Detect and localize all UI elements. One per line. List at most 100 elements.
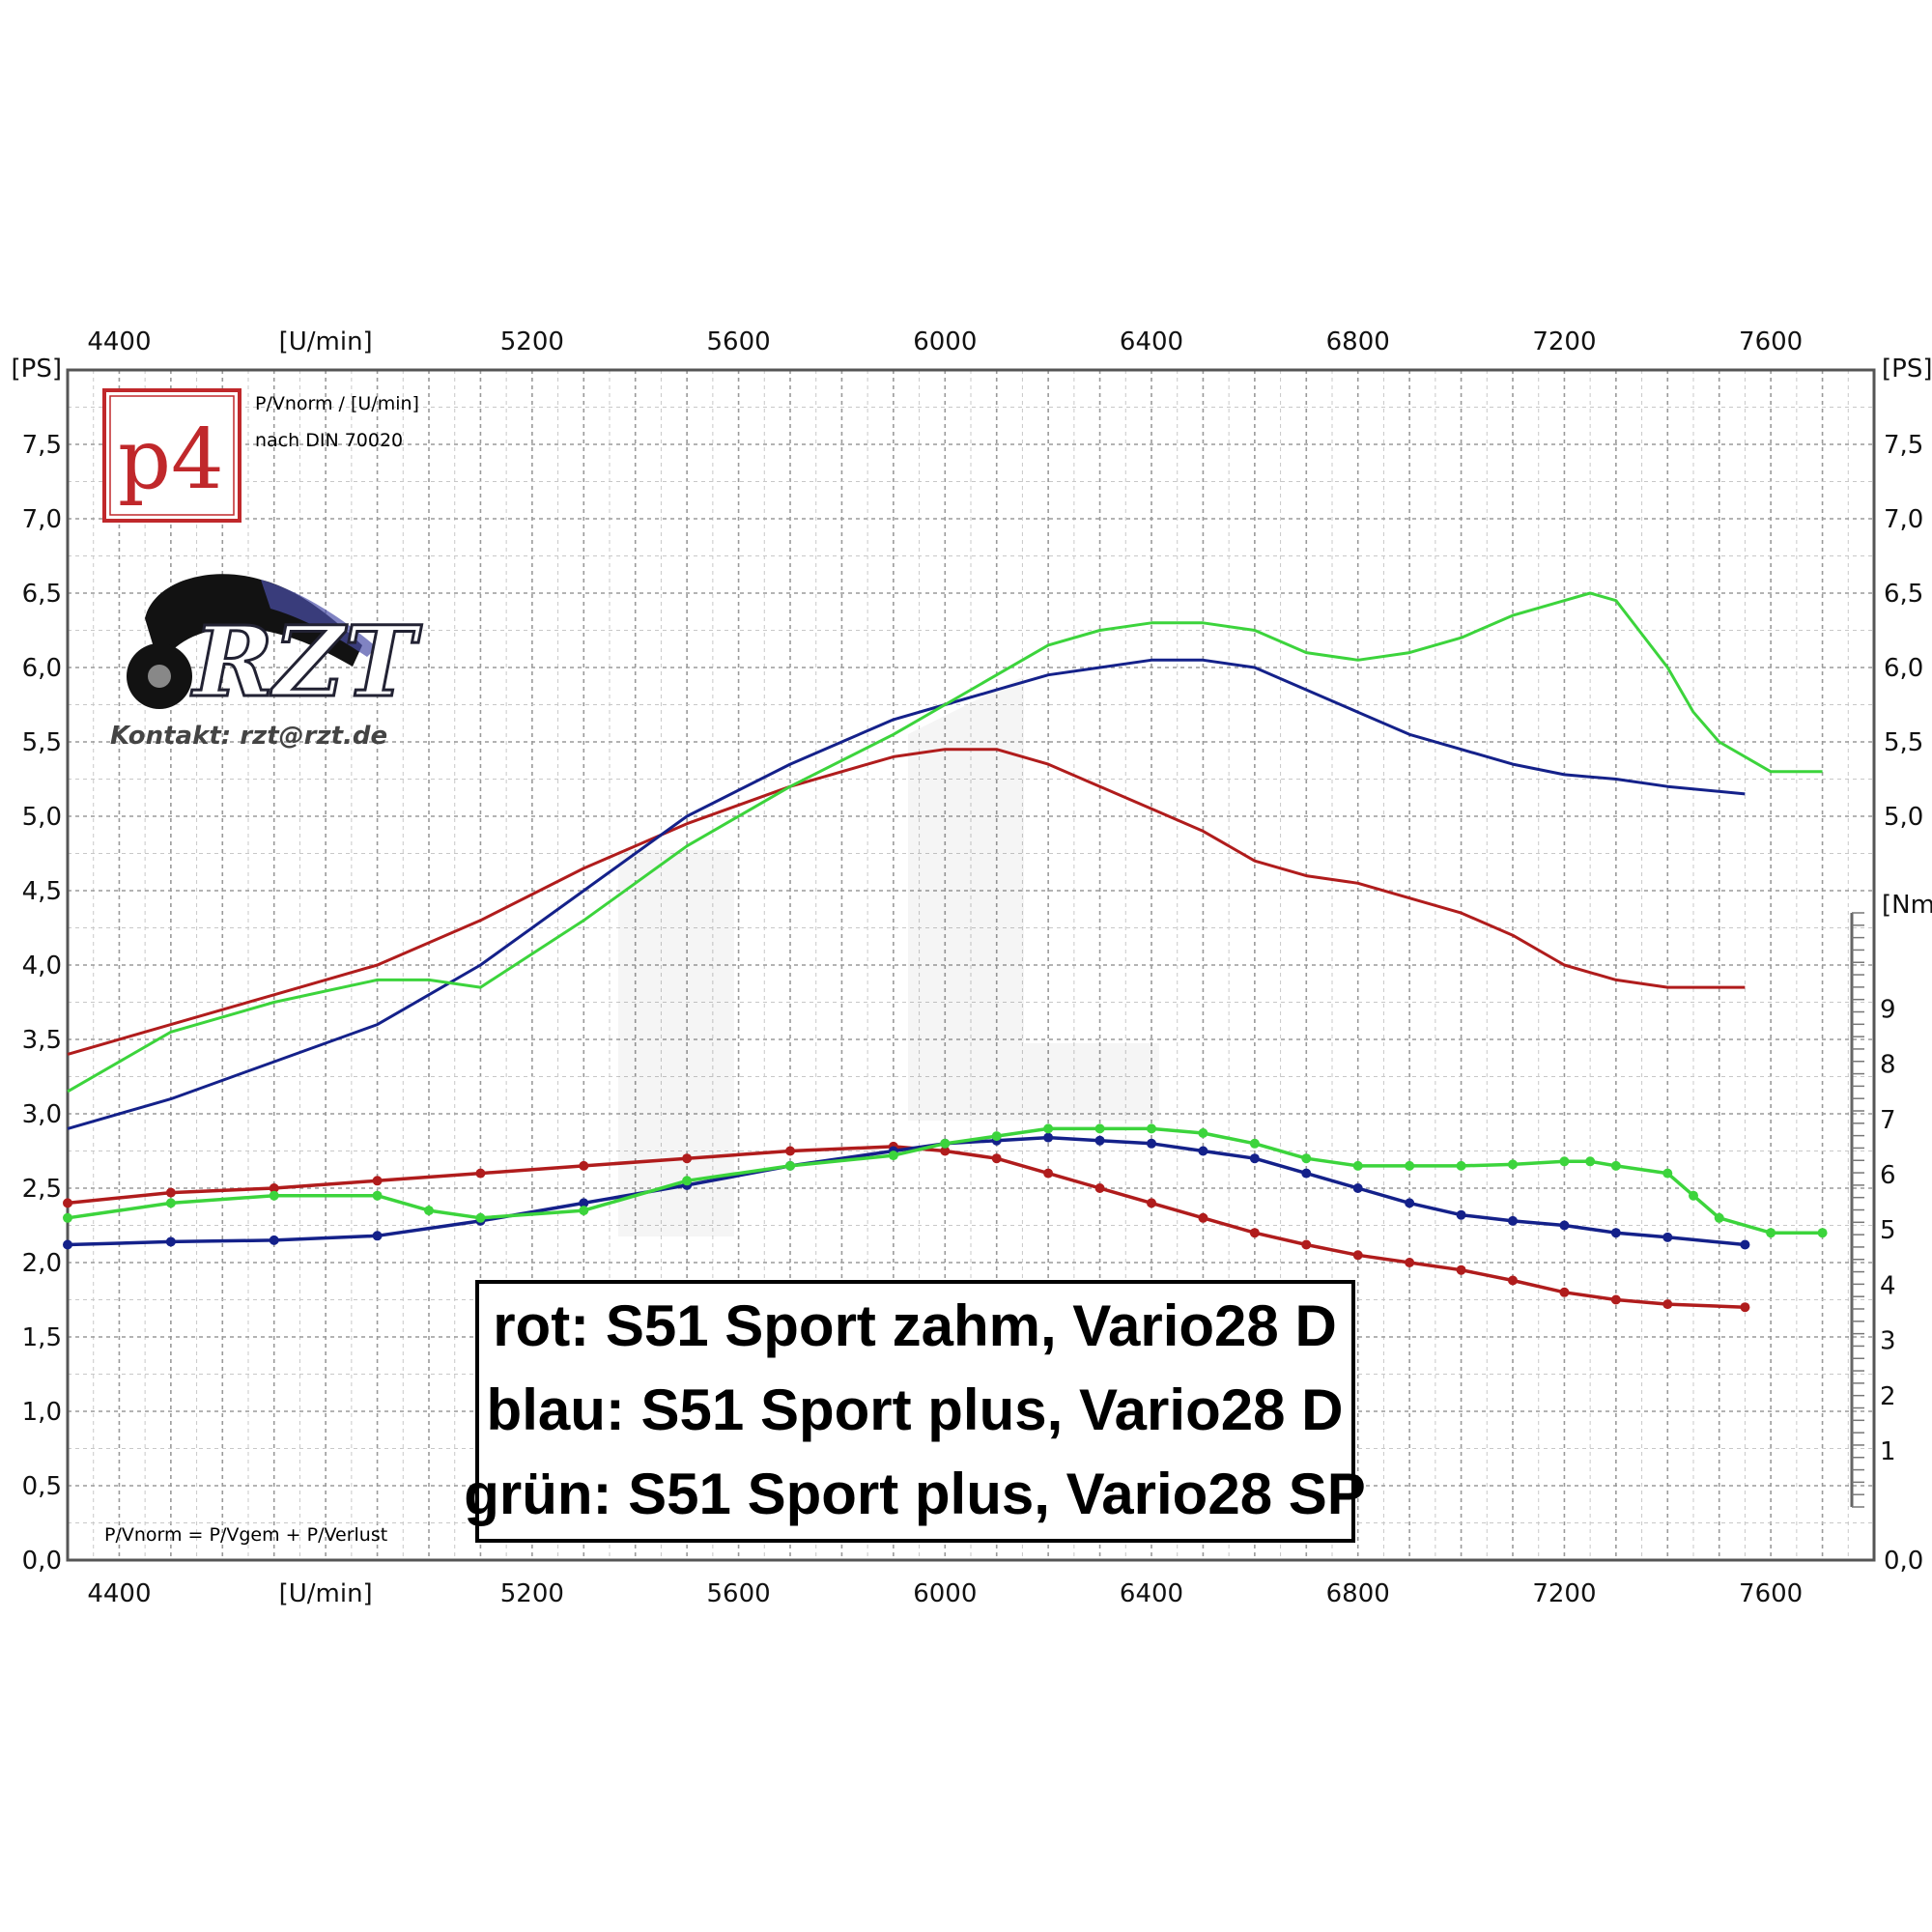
legend-line-rot: rot: S51 Sport zahm, Vario28 D [493, 1293, 1337, 1358]
data-point-blau [1456, 1209, 1466, 1220]
y-tick-label-torque: 9 [1880, 995, 1896, 1024]
series-lines [63, 591, 1828, 1313]
series-line-power-rot [67, 748, 1746, 1056]
data-point-rot [991, 1153, 1002, 1164]
data-point-grün [682, 1176, 693, 1186]
y-tick-label-left: 7,5 [22, 431, 62, 460]
data-point-grün [785, 1160, 795, 1171]
data-point-rot [1559, 1287, 1570, 1297]
data-point-rot [682, 1153, 693, 1164]
data-point-blau [1043, 1132, 1054, 1143]
y-tick-label-torque: 1 [1880, 1437, 1896, 1466]
data-point-grün [1766, 1228, 1776, 1238]
y-tick-label-torque: 6 [1880, 1161, 1896, 1190]
data-point-grün [1094, 1123, 1105, 1134]
data-point-blau [1559, 1220, 1570, 1231]
data-point-rot [579, 1160, 589, 1171]
data-point-blau [1198, 1146, 1208, 1156]
data-point-rot [63, 1198, 72, 1208]
data-point-grün [1714, 1212, 1724, 1223]
y-tick-label-torque: 8 [1880, 1051, 1896, 1080]
data-point-rot [1456, 1264, 1466, 1275]
y-tick-label-left: 3,0 [22, 1100, 62, 1129]
legend-box: rot: S51 Sport zahm, Vario28 D blau: S51… [464, 1280, 1366, 1543]
axes [66, 368, 1876, 1562]
x-tick-label-top: 6400 [1120, 327, 1183, 356]
data-point-rot [269, 1183, 279, 1193]
data-point-grün [63, 1212, 72, 1223]
data-point-grün [1405, 1160, 1415, 1171]
x-unit-label-top: [U/min] [279, 327, 373, 356]
data-point-rot [1508, 1275, 1518, 1286]
data-point-rot [475, 1168, 486, 1179]
x-unit-label-bottom: [U/min] [279, 1579, 373, 1608]
data-point-blau [1740, 1239, 1750, 1250]
data-point-rot [940, 1146, 951, 1156]
data-point-blau [579, 1198, 589, 1208]
x-tick-label-bottom: 5600 [706, 1579, 770, 1608]
data-point-grün [424, 1206, 434, 1216]
y-tick-label-torque: 5 [1880, 1216, 1896, 1245]
y-tick-label-right: 6,0 [1884, 654, 1923, 683]
data-point-rot [1610, 1294, 1621, 1305]
data-point-blau [372, 1231, 383, 1241]
data-point-rot [1662, 1299, 1673, 1310]
data-point-grün [991, 1131, 1002, 1142]
y-unit-label-left: [PS] [12, 355, 62, 384]
data-point-blau [269, 1235, 279, 1245]
data-point-rot [1043, 1168, 1054, 1179]
y-tick-label-left: 3,5 [22, 1026, 62, 1055]
norm-note-line2: nach DIN 70020 [255, 430, 403, 451]
y-tick-label-left: 5,0 [22, 803, 62, 832]
y-tick-label-left: 1,0 [22, 1398, 62, 1427]
series-line-torque-grün [67, 1126, 1823, 1235]
data-point-rot [1740, 1302, 1750, 1313]
x-tick-label-top: 6800 [1326, 327, 1390, 356]
norm-note-line1: P/Vnorm / [U/min] [255, 393, 419, 414]
x-tick-label-top: 5600 [706, 327, 770, 356]
rzt-logo-text: RZT [190, 605, 422, 719]
legend-line-blau: blau: S51 Sport plus, Vario28 D [487, 1378, 1344, 1442]
y-tick-label-torque: 7 [1880, 1106, 1896, 1135]
x-tick-label-bottom: 6400 [1120, 1579, 1183, 1608]
data-point-blau [1662, 1232, 1673, 1242]
y-tick-label-left: 4,5 [22, 877, 62, 906]
y-tick-label-right: 0,0 [1884, 1547, 1923, 1576]
data-point-rot [1249, 1228, 1260, 1238]
y-tick-label-right: 6,5 [1884, 580, 1923, 609]
data-point-grün [1352, 1160, 1363, 1171]
data-point-blau [1508, 1215, 1518, 1226]
y-tick-label-left: 5,5 [22, 728, 62, 757]
y-tick-label-left: 2,0 [22, 1249, 62, 1278]
plot-frame [66, 368, 1876, 1562]
data-point-blau [63, 1239, 72, 1250]
y-tick-label-torque: 2 [1880, 1382, 1896, 1411]
data-point-blau [165, 1236, 176, 1247]
data-point-blau [1301, 1168, 1312, 1179]
data-point-grün [888, 1151, 898, 1161]
y-tick-label-left: 4,0 [22, 952, 62, 980]
y-tick-label-left: 6,5 [22, 580, 62, 609]
background-watermark [618, 676, 1159, 1236]
data-point-grün [1456, 1160, 1466, 1171]
data-point-blau [1094, 1135, 1105, 1146]
x-tick-label-bottom: 7600 [1739, 1579, 1803, 1608]
data-point-grün [1508, 1159, 1518, 1170]
data-point-grün [1817, 1228, 1828, 1238]
x-tick-label-top: 7200 [1532, 327, 1596, 356]
data-point-grün [1249, 1138, 1260, 1149]
data-point-blau [1610, 1228, 1621, 1238]
y-tick-label-left: 0,0 [22, 1547, 62, 1576]
legend-line-gruen: grün: S51 Sport plus, Vario28 SP [464, 1462, 1366, 1526]
y-tick-label-left: 1,5 [22, 1323, 62, 1352]
x-tick-label-bottom: 6800 [1326, 1579, 1390, 1608]
y-tick-label-left: 2,5 [22, 1175, 62, 1204]
data-point-rot [1405, 1258, 1415, 1267]
data-point-grün [165, 1198, 176, 1208]
data-point-grün [579, 1206, 589, 1216]
x-tick-label-top: 5200 [500, 327, 564, 356]
rzt-logo: RZT [127, 574, 424, 721]
x-tick-label-bottom: 7200 [1532, 1579, 1596, 1608]
data-point-blau [1405, 1198, 1415, 1208]
